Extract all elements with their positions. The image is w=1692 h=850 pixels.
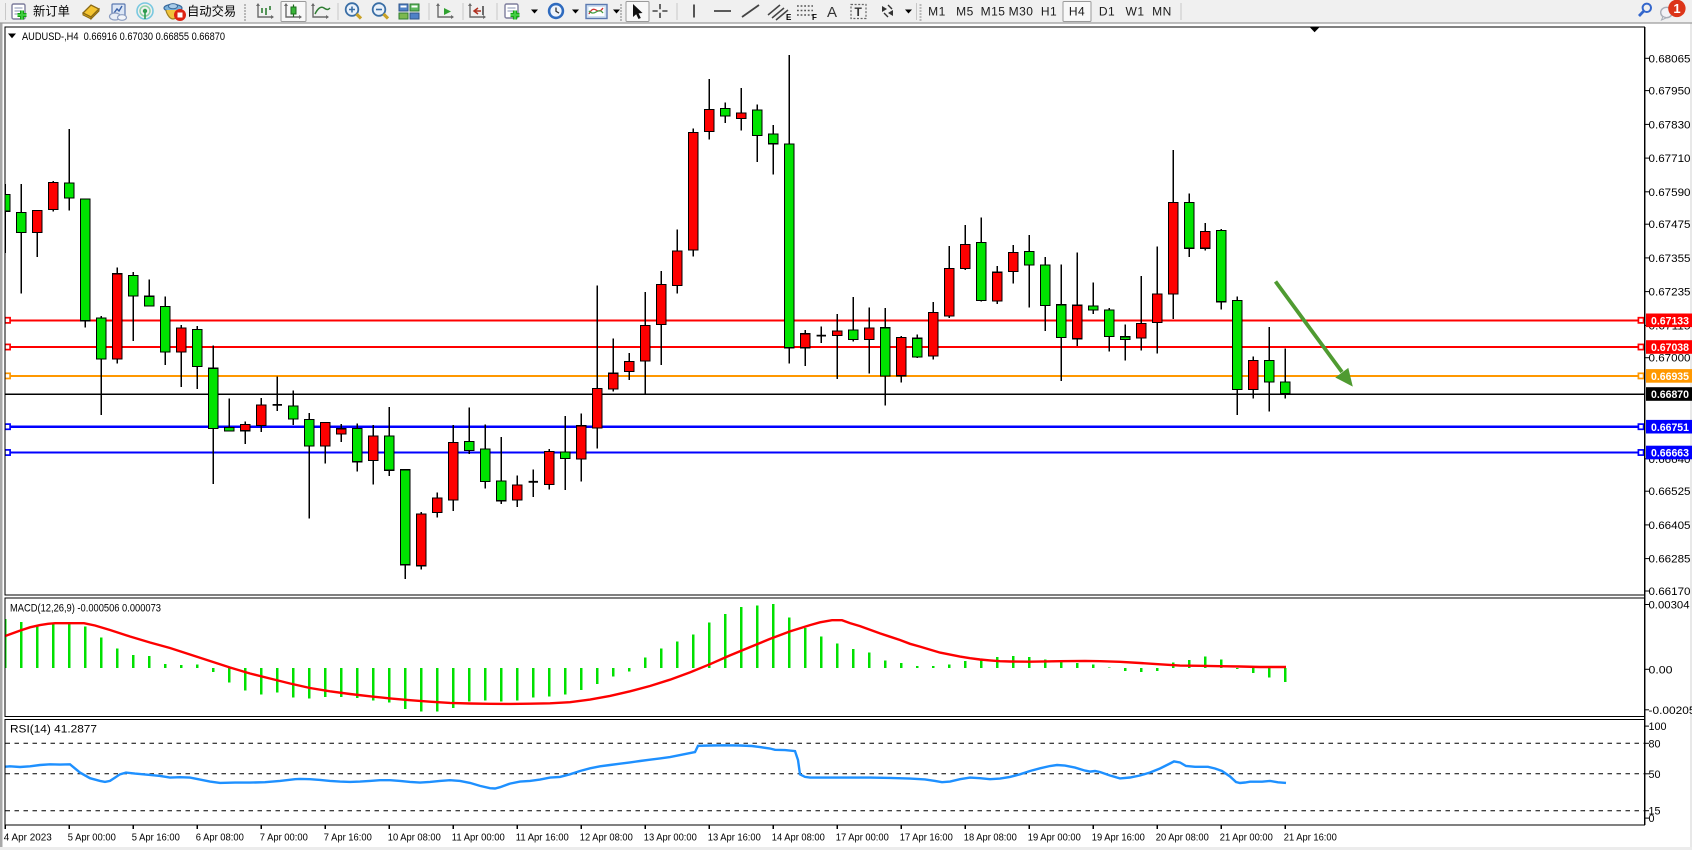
svg-text:D1: D1 [1099, 5, 1115, 19]
svg-text:M30: M30 [1009, 5, 1034, 19]
svg-text:5 Apr 16:00: 5 Apr 16:00 [132, 833, 180, 844]
svg-text:100: 100 [1649, 721, 1667, 733]
svg-text:0.67950: 0.67950 [1649, 86, 1691, 98]
svg-text:21 Apr 00:00: 21 Apr 00:00 [1220, 833, 1273, 844]
svg-text:0.66525: 0.66525 [1649, 486, 1691, 498]
svg-text:RSI(14) 41.2877: RSI(14) 41.2877 [10, 724, 97, 736]
svg-text:17 Apr 00:00: 17 Apr 00:00 [836, 833, 889, 844]
svg-text:-0.00205: -0.00205 [1649, 705, 1692, 717]
svg-text:21 Apr 16:00: 21 Apr 16:00 [1284, 833, 1337, 844]
svg-text:T: T [855, 5, 863, 19]
svg-text:MN: MN [1152, 5, 1172, 19]
svg-text:12 Apr 08:00: 12 Apr 08:00 [580, 833, 633, 844]
svg-text:19 Apr 00:00: 19 Apr 00:00 [1028, 833, 1081, 844]
svg-text:0.68065: 0.68065 [1649, 53, 1691, 65]
svg-text:A: A [827, 4, 837, 21]
svg-text:F: F [812, 13, 817, 22]
svg-text:M1: M1 [928, 5, 946, 19]
svg-text:H1: H1 [1041, 5, 1057, 19]
svg-text:0.66751: 0.66751 [1651, 422, 1689, 434]
svg-text:1: 1 [1673, 1, 1680, 16]
svg-text:E: E [786, 13, 792, 22]
svg-text:11 Apr 00:00: 11 Apr 00:00 [452, 833, 505, 844]
svg-text:0.66285: 0.66285 [1649, 554, 1691, 566]
svg-text:0.66935: 0.66935 [1651, 371, 1689, 383]
svg-text:0.67590: 0.67590 [1649, 187, 1691, 199]
svg-text:5 Apr 00:00: 5 Apr 00:00 [68, 833, 116, 844]
svg-text:MACD(12,26,9) -0.000506 0.0000: MACD(12,26,9) -0.000506 0.000073 [10, 603, 161, 615]
svg-text:0.66870: 0.66870 [1651, 389, 1689, 401]
svg-text:0.67038: 0.67038 [1651, 342, 1689, 354]
svg-text:新订单: 新订单 [33, 4, 70, 19]
svg-text:13 Apr 00:00: 13 Apr 00:00 [644, 833, 697, 844]
svg-text:4 Apr 2023: 4 Apr 2023 [4, 833, 52, 844]
svg-text:0.66405: 0.66405 [1649, 520, 1691, 532]
svg-text:7 Apr 00:00: 7 Apr 00:00 [260, 833, 308, 844]
svg-text:0.66170: 0.66170 [1649, 586, 1691, 598]
svg-text:0.67830: 0.67830 [1649, 119, 1691, 131]
svg-text:6 Apr 08:00: 6 Apr 08:00 [196, 833, 244, 844]
svg-text:15: 15 [1649, 806, 1661, 818]
svg-text:0.67235: 0.67235 [1649, 287, 1691, 299]
svg-text:0.67133: 0.67133 [1651, 316, 1689, 328]
svg-text:0.00: 0.00 [1649, 664, 1673, 676]
svg-text:0.67475: 0.67475 [1649, 219, 1691, 231]
svg-text:M5: M5 [956, 5, 974, 19]
svg-text:50: 50 [1649, 769, 1661, 781]
svg-text:19 Apr 16:00: 19 Apr 16:00 [1092, 833, 1145, 844]
svg-text:0.67355: 0.67355 [1649, 253, 1691, 265]
svg-text:14 Apr 08:00: 14 Apr 08:00 [772, 833, 825, 844]
svg-text:80: 80 [1649, 738, 1661, 750]
svg-text:H4: H4 [1069, 5, 1085, 19]
svg-text:7 Apr 16:00: 7 Apr 16:00 [324, 833, 372, 844]
svg-text:18 Apr 08:00: 18 Apr 08:00 [964, 833, 1017, 844]
svg-text:M15: M15 [981, 5, 1006, 19]
svg-text:0: 0 [1649, 813, 1655, 825]
svg-text:AUDUSD-,H4 0.66916 0.67030 0.: AUDUSD-,H4 0.66916 0.67030 0.66855 0.668… [22, 31, 225, 43]
svg-text:0.67000: 0.67000 [1649, 353, 1691, 365]
svg-text:0.67710: 0.67710 [1649, 153, 1691, 165]
svg-text:13 Apr 16:00: 13 Apr 16:00 [708, 833, 761, 844]
svg-text:0.66663: 0.66663 [1651, 448, 1689, 460]
svg-text:W1: W1 [1126, 5, 1145, 19]
svg-text:11 Apr 16:00: 11 Apr 16:00 [516, 833, 569, 844]
svg-text:17 Apr 16:00: 17 Apr 16:00 [900, 833, 953, 844]
svg-text:0.00304: 0.00304 [1649, 600, 1690, 612]
svg-text:20 Apr 08:00: 20 Apr 08:00 [1156, 833, 1209, 844]
svg-text:10 Apr 08:00: 10 Apr 08:00 [388, 833, 441, 844]
svg-text:自动交易: 自动交易 [187, 4, 236, 19]
